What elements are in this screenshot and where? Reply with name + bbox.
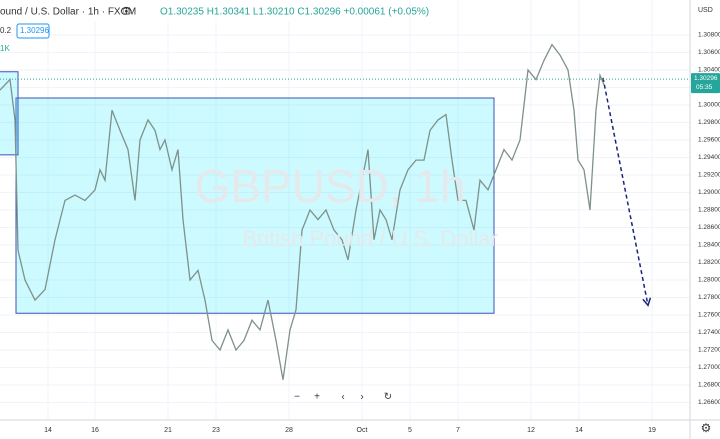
scroll-right[interactable]: › <box>360 392 363 403</box>
settings-icon[interactable]: ⚙ <box>701 421 712 435</box>
y-tick-label: 1.28600 <box>698 224 720 231</box>
volume-label: 1K <box>0 44 10 53</box>
y-tick-label: 1.29000 <box>698 189 720 196</box>
y-tick-label: 1.28800 <box>698 207 720 214</box>
y-tick-label: 1.27800 <box>698 294 720 301</box>
y-tick-label: 1.29200 <box>698 172 720 179</box>
y-tick-label: 1.27400 <box>698 329 720 336</box>
price-box: 1.30296 <box>20 26 49 35</box>
x-tick-label: 12 <box>527 427 535 434</box>
y-tick-label: 1.27000 <box>698 364 720 371</box>
symbol-title: ound / U.S. Dollar · 1h · FXCM <box>0 7 136 18</box>
last-price-label: 1.30296 <box>694 75 718 82</box>
y-tick-label: 1.30800 <box>698 32 720 39</box>
y-tick-label: 1.29400 <box>698 154 720 161</box>
x-tick-label: 28 <box>285 427 293 434</box>
indicator-value: 0.2 <box>0 26 12 35</box>
x-tick-label: 23 <box>212 427 220 434</box>
ohlc: O1.30235 H1.30341 L1.30210 C1.30296 +0.0… <box>160 7 429 18</box>
x-tick-label: 14 <box>44 427 52 434</box>
countdown: 05:35 <box>696 84 713 91</box>
currency: USD <box>698 7 713 14</box>
scroll-left[interactable]: ‹ <box>341 392 344 403</box>
arrow-head <box>642 297 652 307</box>
y-tick-label: 1.26800 <box>698 382 720 389</box>
y-tick-label: 1.30400 <box>698 67 720 74</box>
eye-icon[interactable]: 👁 <box>120 7 133 18</box>
plot-area <box>0 0 690 420</box>
y-tick-label: 1.29600 <box>698 137 720 144</box>
projection-arrow <box>602 77 649 306</box>
y-tick-label: 1.26600 <box>698 399 720 406</box>
x-tick-label: 14 <box>575 427 583 434</box>
zoom-in[interactable]: + <box>314 392 320 403</box>
y-tick-label: 1.28000 <box>698 277 720 284</box>
x-tick-label: 16 <box>91 427 99 434</box>
range-box <box>15 97 495 314</box>
y-tick-label: 1.28200 <box>698 259 720 266</box>
x-tick-label: 5 <box>408 427 412 434</box>
y-tick-label: 1.27600 <box>698 312 720 319</box>
y-tick-label: 1.30000 <box>698 102 720 109</box>
y-tick-label: 1.27200 <box>698 347 720 354</box>
y-tick-label: 1.28400 <box>698 242 720 249</box>
x-tick-label: Oct <box>357 427 368 434</box>
y-tick-label: 1.30600 <box>698 49 720 56</box>
price-box-frame <box>16 23 50 39</box>
zoom-out[interactable]: − <box>294 392 300 403</box>
toolbar: − + ‹ › ↻ <box>294 392 392 403</box>
last-price-tag <box>691 73 720 94</box>
price-line <box>0 43 605 380</box>
x-tick-label: 21 <box>164 427 172 434</box>
range-box <box>0 71 19 156</box>
y-tick-label: 1.29800 <box>698 119 720 126</box>
reset[interactable]: ↻ <box>384 392 392 403</box>
watermark-subtitle: British Pound / U.S. Dollar <box>242 226 498 251</box>
watermark: GBPUSD, 1h <box>195 160 466 212</box>
x-tick-label: 19 <box>648 427 656 434</box>
x-tick-label: 7 <box>456 427 460 434</box>
header-bg <box>0 0 340 22</box>
